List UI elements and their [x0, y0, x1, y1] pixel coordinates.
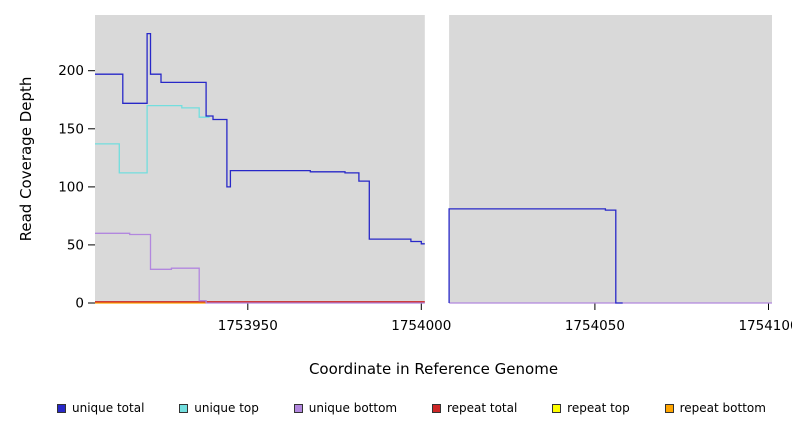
legend-item-repeat-top: repeat top [552, 401, 630, 415]
y-tick-label: 100 [58, 179, 84, 195]
x-axis-title: Coordinate in Reference Genome [308, 360, 559, 378]
legend-label: unique bottom [308, 401, 398, 415]
y-tick-label: 150 [58, 121, 84, 137]
legend-item-repeat-total: repeat total [431, 401, 518, 415]
legend-swatch-unique-top [179, 403, 189, 413]
legend-swatch-unique-bottom [293, 403, 303, 413]
legend-label: repeat total [446, 401, 518, 415]
x-tick-label: 1753950 [218, 318, 278, 334]
legend-label: unique top [194, 401, 259, 415]
series-unique-total [448, 208, 623, 304]
x-tick-label: 1754050 [565, 318, 625, 334]
legend-item-repeat-bottom: repeat bottom [664, 401, 766, 415]
legend-item-unique-total: unique total [57, 401, 144, 415]
series-unique-top [95, 104, 210, 174]
y-tick-label: 50 [67, 237, 84, 253]
x-tick-label: 1754000 [391, 318, 451, 334]
y-tick-label: 200 [58, 63, 84, 79]
legend-swatch-repeat-top [552, 403, 562, 413]
legend-item-unique-top: unique top [179, 401, 259, 415]
legend-swatch-repeat-total [431, 403, 441, 413]
legend: unique total unique top unique bottom repea… [0, 401, 792, 415]
legend-label: repeat top [567, 401, 630, 415]
y-tick-label: 0 [75, 296, 84, 312]
series-unique-total [95, 32, 425, 245]
legend-swatch-repeat-bottom [664, 403, 674, 413]
legend-swatch-unique-total [57, 403, 66, 413]
legend-label: unique total [72, 401, 145, 415]
legend-item-unique-bottom: unique bottom [293, 401, 398, 415]
y-axis-title: Read Coverage Depth [17, 76, 35, 242]
legend-label: repeat bottom [679, 401, 766, 415]
coverage-gap-band [424, 15, 450, 303]
series-unique-bottom [95, 232, 425, 304]
